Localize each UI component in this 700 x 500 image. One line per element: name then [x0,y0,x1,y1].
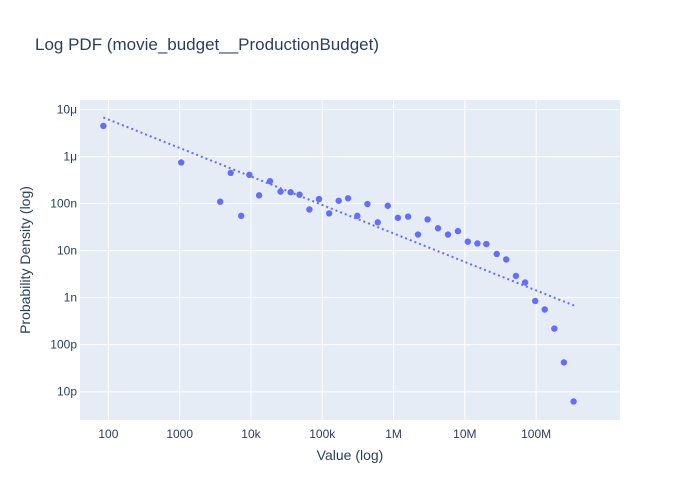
x-tick-label: 100M [521,427,551,441]
data-point [434,225,442,232]
data-point [287,189,294,196]
y-tick-label: 100p [50,338,77,352]
data-point [384,202,391,209]
data-point [335,197,342,204]
x-tick-label: 10k [241,427,261,441]
y-axis-ticks: 10p 100p 1n 10n 100n 1μ 10μ [50,103,77,399]
data-point [551,325,558,332]
data-point [315,195,323,203]
data-point [266,177,274,185]
data-point [541,306,548,313]
x-tick-label: 1000 [166,427,193,441]
data-point [493,250,500,258]
y-tick-label: 10n [57,244,77,258]
scatter-points [100,122,577,405]
y-axis-title: Probability Density (log) [17,186,33,334]
y-tick-label: 1n [64,291,77,305]
data-point [325,210,333,217]
data-point [454,227,462,235]
x-axis-title: Value (log) [317,447,384,463]
x-tick-label: 1M [385,427,402,441]
data-point [404,213,412,220]
chart-title: Log PDF (movie_budget__ProductionBudget) [35,35,379,54]
data-point [296,191,303,198]
x-tick-label: 100k [309,427,336,441]
data-point [306,206,313,213]
data-point [255,192,263,199]
data-point [570,398,577,405]
data-point [216,198,224,205]
data-point [512,272,520,280]
data-point [560,359,568,366]
y-tick-label: 1μ [63,150,77,164]
data-point [414,231,422,238]
data-point [227,169,234,177]
data-point [238,212,245,220]
x-tick-label: 10M [453,427,476,441]
data-point [277,188,284,195]
data-point [424,216,431,223]
y-tick-label: 10μ [57,103,77,117]
data-point [100,122,107,130]
data-point [502,256,510,263]
data-point [394,214,402,221]
data-point [364,200,371,208]
x-axis-ticks: 100 1000 10k 100k 1M 10M 100M [98,427,551,441]
data-point [374,219,381,226]
data-point [354,212,361,220]
data-point [521,279,529,286]
gridlines [80,100,620,420]
data-point [474,240,481,247]
data-point [246,171,253,179]
y-tick-label: 100n [50,197,77,211]
plot-area [80,100,620,420]
data-point [344,195,352,202]
data-point [444,231,452,238]
data-point [483,240,490,248]
data-point [532,297,539,305]
data-point [464,238,472,245]
data-point [177,159,185,166]
y-tick-label: 10p [57,385,77,399]
x-tick-label: 100 [98,427,118,441]
